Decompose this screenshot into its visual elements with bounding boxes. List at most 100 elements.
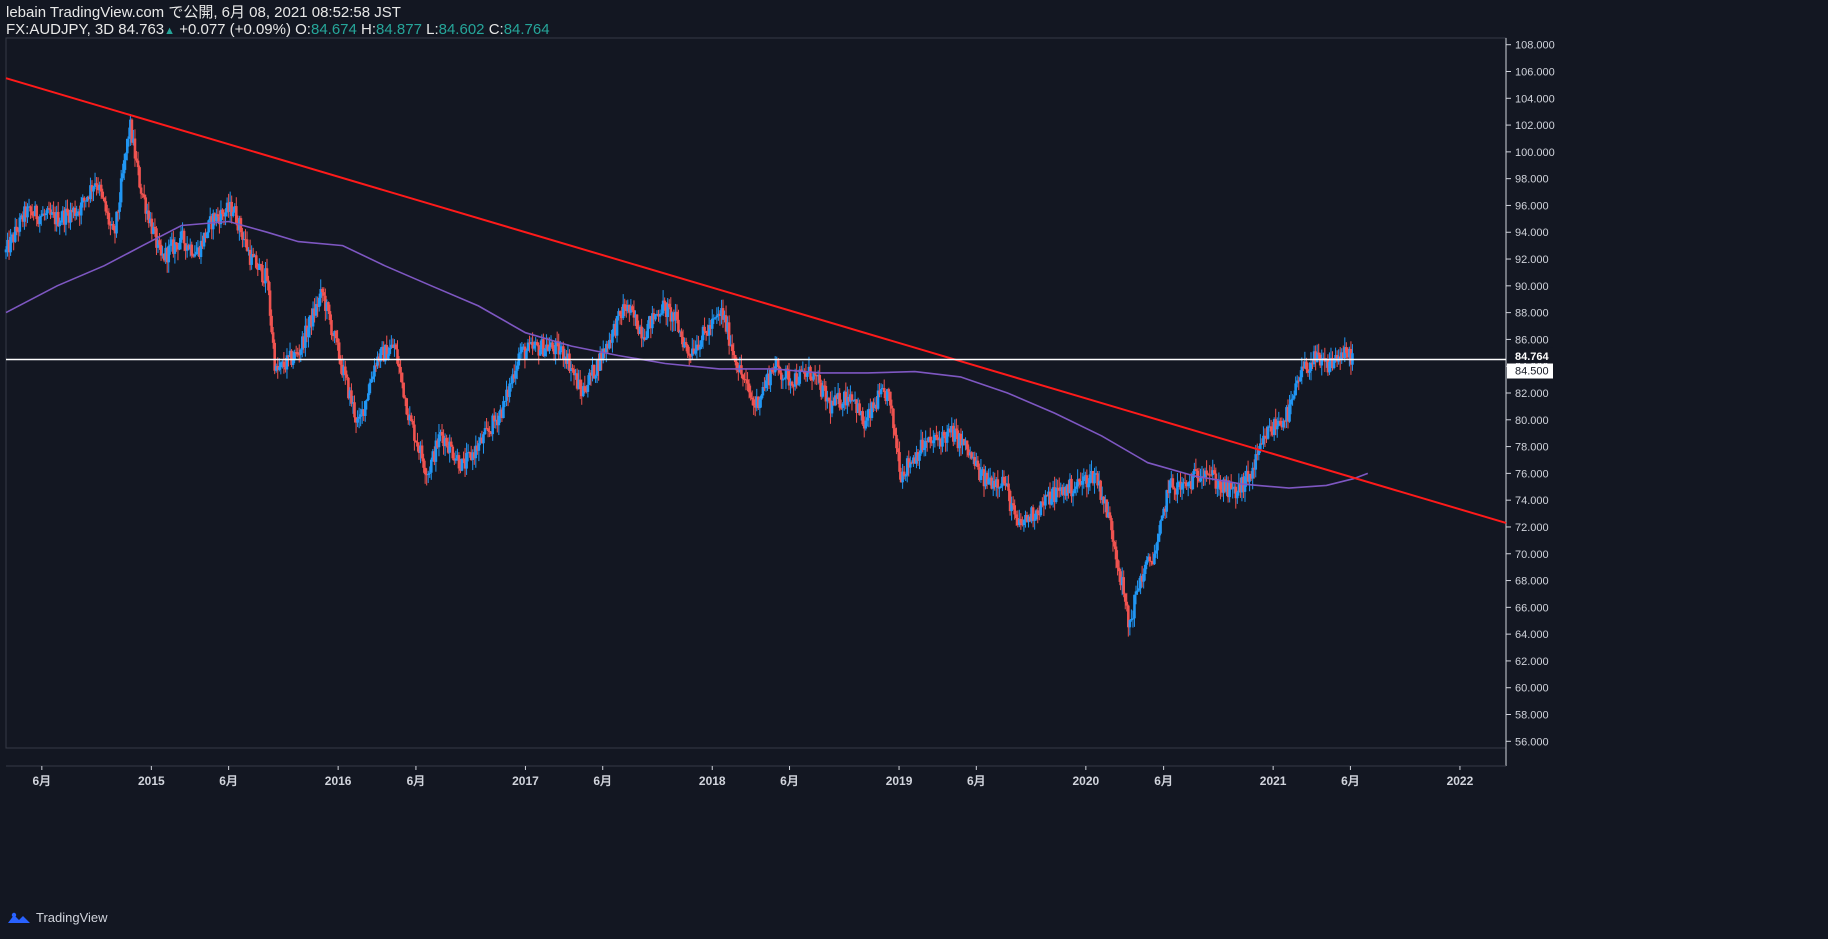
candle-up bbox=[707, 325, 711, 336]
candle-up bbox=[1217, 480, 1221, 488]
candle-down bbox=[936, 437, 940, 441]
x-tick-label: 6月 bbox=[219, 774, 238, 788]
candle-down bbox=[839, 407, 843, 409]
candle-down bbox=[1036, 510, 1040, 514]
candle-up bbox=[563, 356, 567, 360]
candle-down bbox=[313, 308, 316, 316]
candle-down bbox=[1045, 495, 1049, 497]
candle-down bbox=[827, 397, 831, 401]
candle-down bbox=[637, 328, 640, 334]
candle-up bbox=[359, 414, 362, 417]
candle-up bbox=[1325, 359, 1328, 362]
x-tick-label: 6月 bbox=[1341, 774, 1360, 788]
candle-down bbox=[741, 374, 745, 380]
symbol-label[interactable]: FX:AUDJPY, 3D bbox=[6, 21, 115, 38]
candle-down bbox=[889, 391, 892, 406]
candle-up bbox=[726, 322, 729, 332]
candle-up bbox=[356, 418, 359, 423]
candle-down bbox=[955, 428, 958, 431]
candle-down bbox=[204, 232, 207, 238]
candle-up bbox=[798, 369, 802, 384]
candle-down bbox=[557, 341, 561, 355]
candle-down bbox=[862, 424, 866, 429]
candle-down bbox=[787, 370, 791, 386]
candle-down bbox=[551, 342, 554, 349]
candle-down bbox=[1179, 481, 1182, 490]
candle-down bbox=[1239, 483, 1242, 493]
candle-down bbox=[893, 428, 897, 435]
candle-down bbox=[1206, 474, 1210, 476]
candle-up bbox=[654, 314, 657, 320]
candle-down bbox=[56, 211, 60, 227]
candle-down bbox=[506, 389, 510, 397]
candle-down bbox=[1096, 473, 1099, 486]
candle-up bbox=[758, 399, 762, 409]
candle-up bbox=[26, 206, 29, 218]
candle-up bbox=[164, 247, 167, 261]
candle-up bbox=[253, 255, 257, 258]
candle-down bbox=[1306, 369, 1310, 373]
candle-up bbox=[867, 408, 871, 418]
candle-up bbox=[870, 402, 874, 418]
candle-down bbox=[895, 434, 898, 449]
candle-up bbox=[1294, 383, 1297, 396]
candle-up bbox=[971, 457, 975, 459]
candle-down bbox=[374, 365, 378, 367]
candle-up bbox=[1139, 575, 1142, 589]
candle-up bbox=[723, 315, 726, 320]
candle-down bbox=[790, 381, 794, 386]
candle-down bbox=[53, 212, 57, 225]
candle-down bbox=[813, 372, 817, 375]
y-tick-label: 80.000 bbox=[1515, 415, 1549, 427]
candle-up bbox=[629, 306, 633, 313]
candle-up bbox=[1343, 347, 1347, 359]
candle-down bbox=[218, 216, 221, 225]
candle-down bbox=[1208, 474, 1211, 476]
candle-down bbox=[819, 382, 823, 397]
candle-up bbox=[950, 425, 954, 433]
candle-up bbox=[647, 316, 651, 324]
candle-up bbox=[981, 469, 984, 471]
candle-down bbox=[1113, 541, 1116, 547]
candle-up bbox=[1177, 481, 1181, 483]
candle-up bbox=[608, 339, 611, 349]
candle-down bbox=[1194, 469, 1198, 471]
candle-up bbox=[448, 441, 452, 453]
candle-down bbox=[1025, 515, 1029, 522]
footer-brand[interactable]: TradingView bbox=[6, 910, 108, 925]
candle-up bbox=[365, 400, 369, 402]
candle-up bbox=[698, 346, 702, 350]
candle-up bbox=[46, 208, 49, 214]
candle-up bbox=[434, 440, 438, 462]
candle-down bbox=[396, 349, 399, 364]
candle-up bbox=[999, 486, 1003, 488]
candle-up bbox=[641, 337, 645, 339]
candle-down bbox=[1119, 571, 1122, 586]
candle-down bbox=[282, 361, 286, 368]
candle-up bbox=[390, 344, 393, 348]
candle-down bbox=[1002, 476, 1006, 484]
candle-up bbox=[471, 452, 475, 460]
candle-down bbox=[571, 368, 574, 370]
candle-up bbox=[694, 350, 697, 354]
candle-up bbox=[1094, 473, 1098, 475]
candle-up bbox=[1084, 475, 1087, 477]
candle-up bbox=[4, 249, 8, 253]
candle-down bbox=[236, 223, 240, 231]
candle-up bbox=[156, 240, 160, 248]
candle-up bbox=[428, 472, 432, 474]
candle-up bbox=[1047, 491, 1050, 496]
candle-down bbox=[486, 428, 490, 432]
candle-up bbox=[515, 365, 519, 371]
y-tick-label: 106.000 bbox=[1515, 66, 1555, 78]
candle-down bbox=[101, 191, 105, 198]
candle-up bbox=[927, 436, 931, 442]
candle-up bbox=[499, 409, 502, 416]
candle-up bbox=[901, 471, 904, 483]
candle-up bbox=[89, 185, 92, 200]
candle-up bbox=[233, 206, 237, 213]
candle-up bbox=[509, 383, 513, 385]
candle-down bbox=[892, 408, 895, 429]
candle-up bbox=[264, 268, 267, 284]
